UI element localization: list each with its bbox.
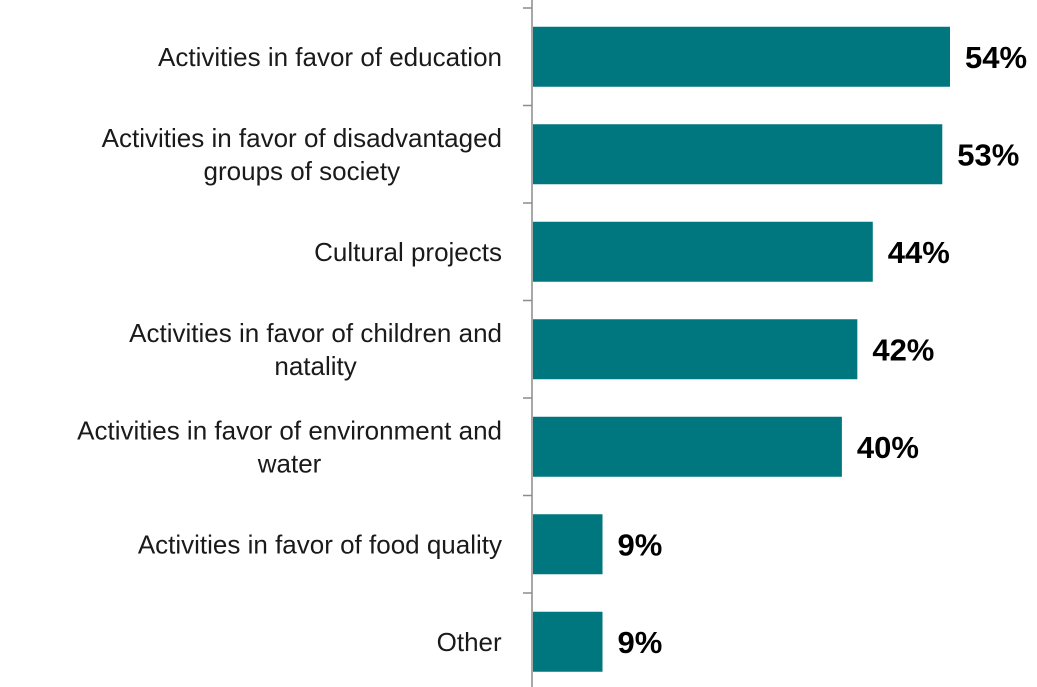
data-label-4: 40% — [857, 430, 919, 465]
category-label-2: Cultural projects — [314, 237, 502, 267]
category-label-line: Other — [437, 627, 502, 657]
data-label-6: 9% — [618, 625, 663, 660]
category-label-line: groups of society — [204, 156, 401, 186]
category-label-line: Activities in favor of education — [158, 42, 502, 72]
category-axis — [523, 0, 533, 687]
data-label-5: 9% — [618, 527, 663, 562]
category-label-line: Cultural projects — [314, 237, 502, 267]
category-label-0: Activities in favor of education — [158, 42, 502, 72]
category-label-1: Activities in favor of disadvantaged grou… — [102, 123, 502, 186]
category-label-line: Activities in favor of children and — [129, 318, 502, 348]
bar-3 — [533, 319, 858, 380]
category-label-line: Activities in favor of food quality — [138, 529, 502, 559]
bars — [533, 26, 950, 672]
data-labels: 54% 53% 44% 42% 40% 9% 9% — [618, 40, 1028, 660]
bar-6 — [533, 611, 603, 672]
bar-2 — [533, 221, 873, 282]
data-label-1: 53% — [957, 137, 1019, 172]
data-label-0: 54% — [965, 40, 1027, 75]
bar-0 — [533, 26, 950, 87]
bar-4 — [533, 416, 842, 477]
category-label-5: Activities in favor of food quality — [138, 529, 502, 559]
data-label-2: 44% — [888, 235, 950, 270]
category-label-6: Other — [437, 627, 502, 657]
bar-5 — [533, 514, 603, 575]
category-label-line: Activities in favor of environment and — [77, 415, 502, 445]
data-label-3: 42% — [872, 332, 934, 367]
bar-1 — [533, 124, 943, 185]
category-label-line: Activities in favor of disadvantaged — [102, 123, 502, 153]
category-label-line: natality — [274, 351, 356, 381]
category-label-4: Activities in favor of environment and wa… — [77, 415, 502, 478]
category-labels: Activities in favor of education Activiti… — [77, 42, 502, 657]
category-label-3: Activities in favor of children and natal… — [129, 318, 502, 381]
category-label-line: water — [257, 448, 322, 478]
